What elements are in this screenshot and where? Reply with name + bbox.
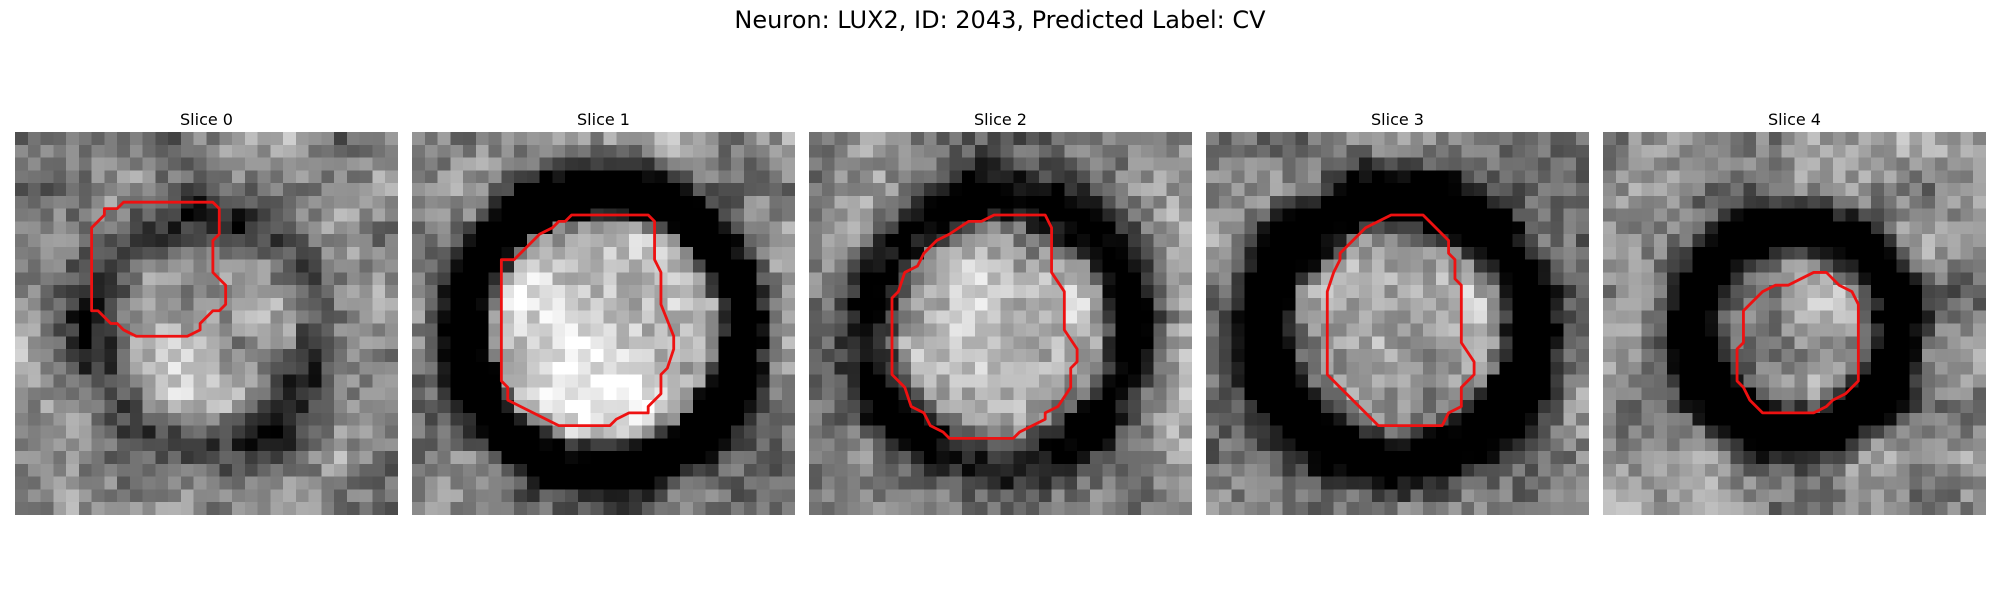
figure-title: Neuron: LUX2, ID: 2043, Predicted Label:… — [734, 6, 1266, 34]
slice-image-0 — [15, 132, 398, 515]
slice-title-4: Slice 4 — [1768, 110, 1821, 129]
slice-image-3 — [1206, 132, 1589, 515]
slice-panel-0: Slice 0 — [15, 108, 398, 515]
slice-panel-2: Slice 2 — [809, 108, 1192, 515]
segmentation-contour-2 — [890, 213, 1079, 440]
segmentation-contour-1 — [499, 213, 676, 428]
slice-title-2: Slice 2 — [974, 110, 1027, 129]
slice-title-1: Slice 1 — [577, 110, 630, 129]
slice-image-4 — [1603, 132, 1986, 515]
slice-panel-4: Slice 4 — [1603, 108, 1986, 515]
segmentation-contour-3 — [1325, 213, 1476, 428]
slice-image-1 — [412, 132, 795, 515]
segmentation-contour-4 — [1735, 271, 1860, 415]
slice-image-2 — [809, 132, 1192, 515]
slice-title-0: Slice 0 — [180, 110, 233, 129]
slice-panel-1: Slice 1 — [412, 108, 795, 515]
slice-title-3: Slice 3 — [1371, 110, 1424, 129]
slice-panel-3: Slice 3 — [1206, 108, 1589, 515]
segmentation-contour-0 — [90, 200, 228, 338]
